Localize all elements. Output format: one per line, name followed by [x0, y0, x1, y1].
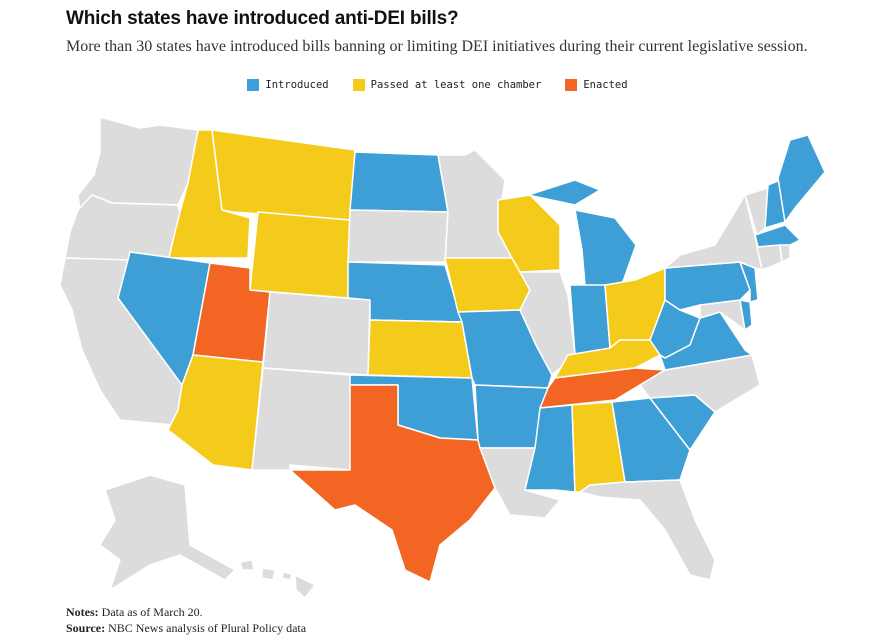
legend-swatch-introduced: [247, 79, 260, 91]
us-state-map: [59, 116, 826, 599]
state-wyoming[interactable]: [249, 211, 351, 299]
state-colorado[interactable]: [262, 291, 371, 376]
legend-label-introduced: Introduced: [265, 79, 329, 91]
legend-item-passed: Passed at least one chamber: [352, 79, 542, 91]
page-title: Which states have introduced anti-DEI bi…: [66, 8, 459, 29]
legend-item-introduced: Introduced: [247, 79, 329, 91]
notes-text: Data as of March 20.: [98, 605, 203, 619]
state-new-york[interactable]: [664, 194, 763, 271]
footer-notes: Notes: Data as of March 20. Source: NBC …: [66, 604, 306, 636]
legend-label-enacted: Enacted: [583, 79, 628, 91]
page-subtitle: More than 30 states have introduced bill…: [66, 38, 808, 55]
state-north-dakota[interactable]: [349, 151, 449, 213]
state-delaware[interactable]: [739, 299, 753, 331]
notes-label: Notes:: [66, 605, 99, 619]
state-massachusetts[interactable]: [754, 224, 801, 248]
legend: Introduced Passed at least one chamber E…: [0, 79, 875, 91]
state-alaska[interactable]: [99, 474, 236, 591]
legend-swatch-enacted: [565, 79, 578, 91]
state-illinois[interactable]: [519, 271, 576, 376]
legend-item-enacted: Enacted: [565, 79, 628, 91]
state-montana[interactable]: [211, 129, 356, 221]
state-connecticut[interactable]: [756, 244, 783, 271]
state-oregon[interactable]: [64, 194, 181, 263]
source-text: NBC News analysis of Plural Policy data: [105, 621, 307, 635]
state-wisconsin[interactable]: [497, 194, 561, 273]
state-texas[interactable]: [289, 384, 496, 583]
state-hawaii[interactable]: [239, 559, 316, 599]
state-georgia[interactable]: [611, 397, 691, 483]
state-maine[interactable]: [777, 134, 826, 223]
notes-line: Notes: Data as of March 20.: [66, 604, 306, 620]
legend-swatch-passed: [352, 79, 365, 91]
source-line: Source: NBC News analysis of Plural Poli…: [66, 620, 306, 636]
state-rhode-island[interactable]: [779, 244, 791, 263]
legend-label-passed: Passed at least one chamber: [370, 79, 542, 91]
state-kansas[interactable]: [367, 319, 473, 379]
state-new-mexico[interactable]: [251, 367, 351, 471]
source-label: Source:: [66, 621, 106, 635]
state-south-dakota[interactable]: [347, 209, 449, 263]
state-florida[interactable]: [579, 479, 716, 581]
